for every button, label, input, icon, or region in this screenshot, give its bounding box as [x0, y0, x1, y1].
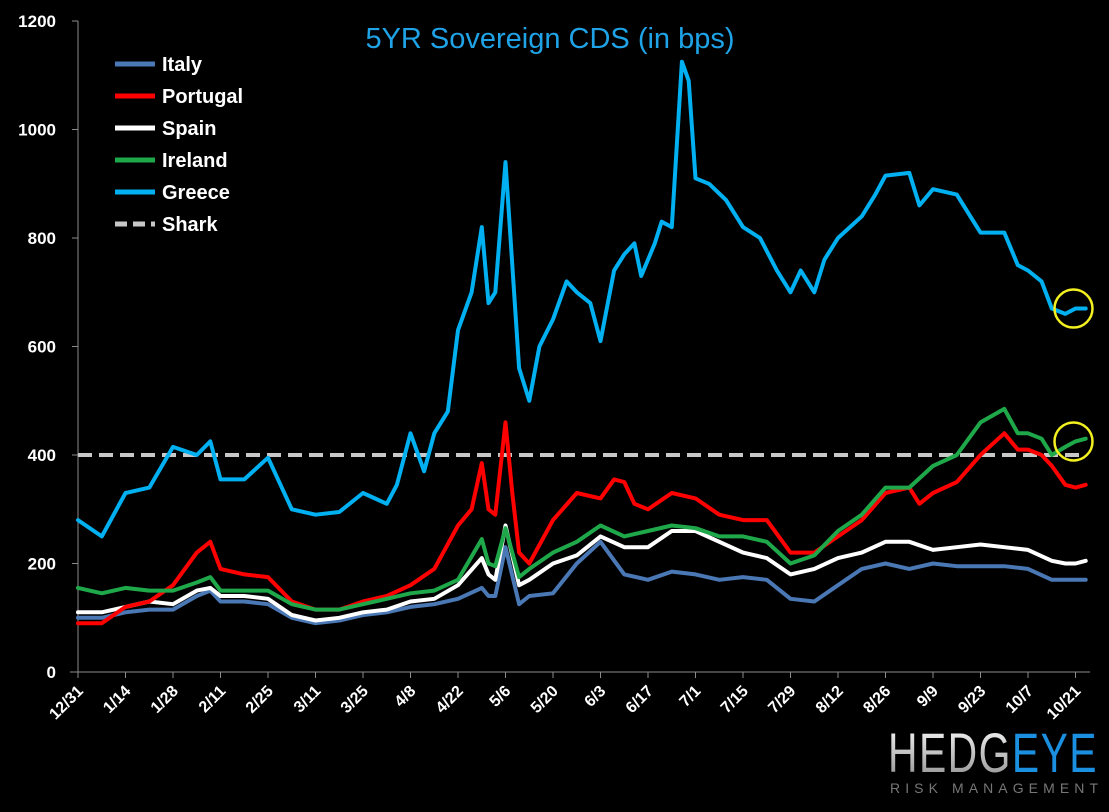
- legend-item-ireland: Ireland: [115, 150, 228, 172]
- y-tick-label: 200: [28, 555, 56, 574]
- series-line-portugal: [76, 420, 1088, 626]
- annotations: [1053, 288, 1094, 462]
- highlight-circle-ireland: [1053, 421, 1094, 462]
- series-line-spain: [76, 523, 1088, 623]
- legend-item-portugal: Portugal: [115, 86, 243, 108]
- legend-label: Ireland: [162, 150, 228, 172]
- y-tick-label: 0: [47, 663, 56, 682]
- highlight-circle-greece: [1053, 288, 1094, 329]
- logo-main-text: HEDG: [888, 721, 1012, 784]
- series-line-greece: [76, 59, 1088, 539]
- y-tick-label: 600: [28, 338, 56, 357]
- legend-label: Italy: [162, 54, 203, 76]
- logo-accent-text: EYE: [1012, 721, 1098, 784]
- legend-label: Spain: [162, 118, 216, 140]
- legend-item-shark: Shark: [115, 214, 218, 236]
- y-tick-label: 1000: [18, 121, 56, 140]
- series-line-ireland: [76, 406, 1088, 612]
- y-tick-label: 800: [28, 229, 56, 248]
- series-line-italy: [76, 539, 1088, 626]
- legend-item-greece: Greece: [115, 182, 230, 204]
- hedgeye-logo: HEDGEYE RISK MANAGEMENT: [888, 721, 1098, 796]
- legend-item-italy: Italy: [115, 54, 203, 76]
- series-lines: [76, 59, 1088, 626]
- legend-label: Greece: [162, 182, 230, 204]
- legend-label: Portugal: [162, 86, 243, 108]
- legend: Italy Portugal Spain Ireland Greece Shark: [115, 54, 243, 236]
- chart-title: 5YR Sovereign CDS (in bps): [365, 23, 734, 55]
- y-tick-label: 400: [28, 446, 56, 465]
- y-tick-label: 1200: [18, 12, 56, 31]
- legend-item-spain: Spain: [115, 118, 216, 140]
- svg-text:HEDGEYE: HEDGEYE: [888, 721, 1098, 784]
- legend-label: Shark: [162, 214, 218, 236]
